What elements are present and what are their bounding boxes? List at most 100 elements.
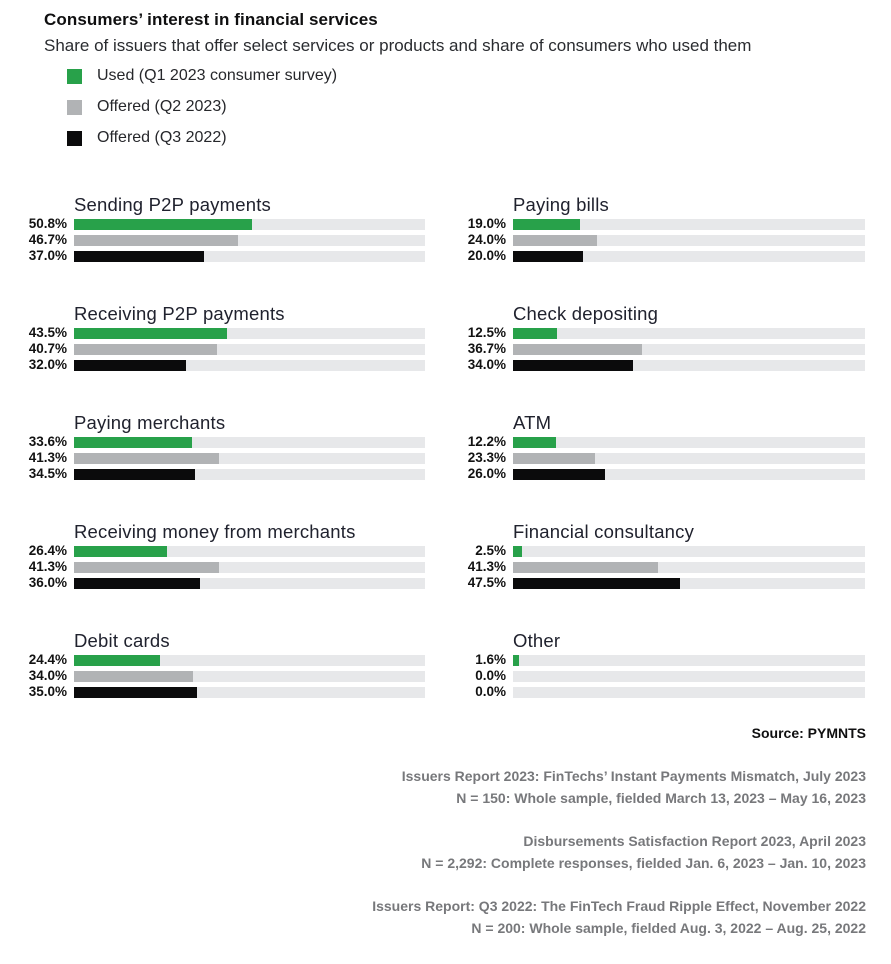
bar-used <box>74 218 253 230</box>
bar-track <box>74 343 425 355</box>
bar-track <box>513 436 865 448</box>
bar-offered-q2 <box>74 234 238 246</box>
bar-track <box>513 452 865 464</box>
value-label: 0.0% <box>475 668 506 683</box>
bar-track <box>74 561 425 573</box>
bar-row: 41.3% <box>14 559 425 574</box>
footer-line: Issuers Report 2023: FinTechs’ Instant P… <box>401 768 866 784</box>
value-label: 50.8% <box>28 216 67 231</box>
legend-item-used: Used (Q1 2023 consumer survey) <box>67 67 891 85</box>
bar-track <box>74 686 425 698</box>
value-label: 20.0% <box>467 248 506 263</box>
value-label: 12.2% <box>467 434 506 449</box>
legend-label: Offered (Q2 2023) <box>97 98 227 115</box>
value-label: 33.6% <box>28 434 67 449</box>
value-label: 37.0% <box>28 248 67 263</box>
bar-row: 1.6% <box>453 653 865 666</box>
bar-row: 41.3% <box>453 559 865 574</box>
chart-title: Debit cards <box>74 630 170 651</box>
chart-title: Receiving P2P payments <box>74 303 285 324</box>
bar-track <box>74 577 425 589</box>
footer-block-issuers-q3-2022: Issuers Report: Q3 2022: The FinTech Fra… <box>0 895 866 939</box>
footer-line: N = 200: Whole sample, fielded Aug. 3, 2… <box>471 920 866 936</box>
mini-chart-receiving-p2p-payments: Receiving P2P payments 43.5% 40.7% 32.0% <box>14 303 425 371</box>
bar-used <box>74 327 227 339</box>
bar-row: 0.0% <box>453 684 865 699</box>
value-label: 35.0% <box>28 684 67 699</box>
bar-track <box>513 218 865 230</box>
mini-chart-atm: ATM 12.2% 23.3% 26.0% <box>453 412 865 480</box>
chart-title: Financial consultancy <box>513 521 695 542</box>
value-label: 32.0% <box>28 357 67 372</box>
bar-track <box>74 327 425 339</box>
bar-row: 26.0% <box>453 466 865 481</box>
legend-swatch-offered-q2 <box>67 99 82 115</box>
bar-used <box>513 545 522 557</box>
bar-used <box>513 436 556 448</box>
bar-track <box>74 452 425 464</box>
chart-title: Other <box>513 630 561 651</box>
bar-row: 33.6% <box>14 434 425 449</box>
bar-row: 36.0% <box>14 576 425 589</box>
bar-used <box>513 654 519 666</box>
bar-row: 12.2% <box>453 434 865 449</box>
bar-offered-q3 <box>513 577 681 589</box>
bar-track <box>74 218 425 230</box>
bar-row: 20.0% <box>453 248 865 263</box>
legend: Used (Q1 2023 consumer survey) Offered (… <box>67 67 891 147</box>
bar-offered-q3 <box>513 468 605 480</box>
chart-title: Check depositing <box>513 303 659 324</box>
value-label: 26.0% <box>467 466 506 481</box>
legend-item-offered-q3: Offered (Q3 2022) <box>67 129 891 147</box>
bar-offered-q2 <box>513 561 659 573</box>
bar-offered-q2 <box>74 561 219 573</box>
mini-chart-sending-p2p-payments: Sending P2P payments 50.8% 46.7% 37.0% <box>14 194 425 262</box>
bar-track <box>74 545 425 557</box>
bar-row: 35.0% <box>14 684 425 699</box>
chart-title: Sending P2P payments <box>74 194 272 215</box>
bar-row: 32.0% <box>14 357 425 372</box>
bar-track <box>74 359 425 371</box>
bar-offered-q3 <box>74 250 204 262</box>
bar-row: 23.3% <box>453 451 865 464</box>
bar-track <box>513 545 865 557</box>
bar-track <box>513 654 865 666</box>
chart-title: Paying bills <box>513 194 609 215</box>
bar-used <box>74 545 167 557</box>
chart-title: ATM <box>513 412 552 433</box>
bar-track <box>513 234 865 246</box>
footer-block-issuers-2023: Issuers Report 2023: FinTechs’ Instant P… <box>0 765 866 809</box>
footer-line: Issuers Report: Q3 2022: The FinTech Fra… <box>372 898 866 914</box>
mini-chart-paying-merchants: Paying merchants 33.6% 41.3% 34.5% <box>14 412 425 480</box>
bar-track <box>513 343 865 355</box>
bar-row: 2.5% <box>453 543 865 558</box>
bar-track <box>513 686 865 698</box>
value-label: 0.0% <box>475 684 506 699</box>
bar-offered-q3 <box>74 686 197 698</box>
bar-row: 47.5% <box>453 576 865 589</box>
bar-track <box>74 468 425 480</box>
footer-line: Disbursements Satisfaction Report 2023, … <box>523 833 866 849</box>
value-label: 41.3% <box>467 559 506 574</box>
bar-row: 40.7% <box>14 342 425 355</box>
value-label: 41.3% <box>28 559 67 574</box>
bar-row: 24.4% <box>14 653 425 666</box>
page-title: Consumers’ interest in financial service… <box>44 10 378 29</box>
chart-title: Paying merchants <box>74 412 226 433</box>
chart-header: Consumers’ interest in financial service… <box>44 10 891 57</box>
bar-row: 34.0% <box>14 669 425 682</box>
bar-offered-q2 <box>74 343 217 355</box>
source-line: Source: PYMNTS <box>751 725 866 741</box>
mini-chart-paying-bills: Paying bills 19.0% 24.0% 20.0% <box>453 194 865 262</box>
legend-swatch-used <box>67 68 82 84</box>
bar-track <box>513 670 865 682</box>
bar-row: 12.5% <box>453 326 865 339</box>
legend-label: Used (Q1 2023 consumer survey) <box>97 67 338 84</box>
bar-row: 50.8% <box>14 216 425 231</box>
value-label: 24.0% <box>467 232 506 247</box>
mini-chart-receiving-money-from-merchants: Receiving money from merchants 26.4% 41.… <box>14 521 425 589</box>
bar-track <box>513 359 865 371</box>
bar-track <box>74 250 425 262</box>
value-label: 2.5% <box>475 543 506 558</box>
bar-track <box>513 468 865 480</box>
